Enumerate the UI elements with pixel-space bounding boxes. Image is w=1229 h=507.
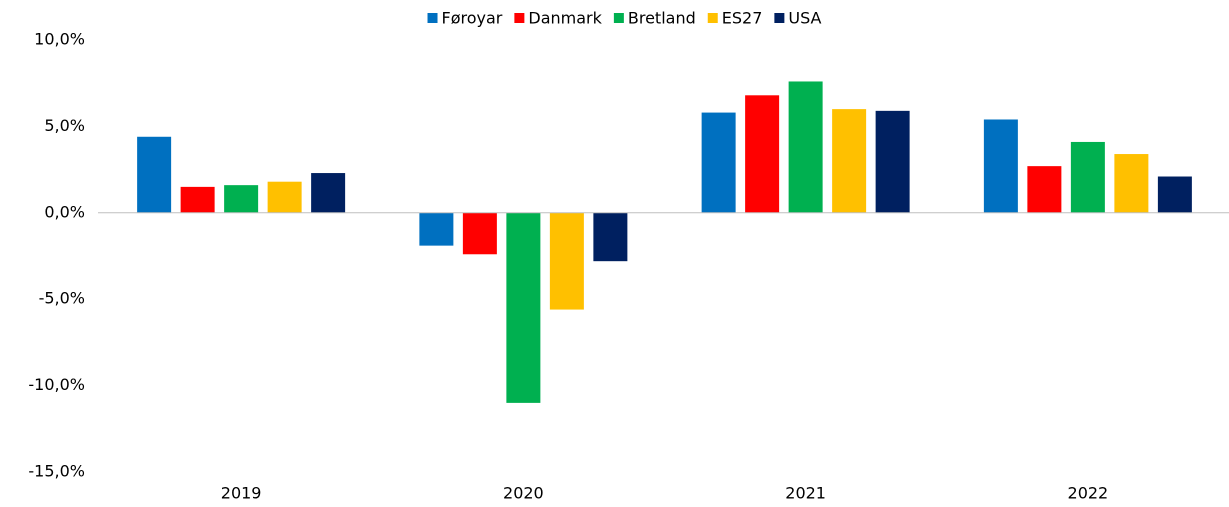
- x-tick-label: 2022: [1068, 484, 1109, 503]
- y-tick-label: -10,0%: [28, 375, 85, 394]
- bar: [832, 109, 867, 213]
- legend-label: USA: [788, 9, 821, 28]
- bar: [549, 212, 584, 310]
- bar: [267, 181, 302, 213]
- legend-swatch: [707, 13, 718, 23]
- y-tick-label: 5,0%: [44, 116, 85, 135]
- legend-swatch: [613, 13, 624, 23]
- legend-swatch: [514, 13, 525, 23]
- bar: [137, 136, 172, 213]
- bar: [311, 173, 346, 213]
- legend-swatch: [774, 13, 785, 23]
- legend-label: Danmark: [528, 9, 602, 28]
- bar: [701, 112, 736, 213]
- legend-label: Føroyar: [442, 9, 503, 28]
- legend-label: Bretland: [628, 9, 696, 28]
- bar: [788, 81, 823, 213]
- bar: [506, 212, 541, 403]
- x-tick-label: 2019: [221, 484, 262, 503]
- x-tick-label: 2020: [503, 484, 544, 503]
- legend-label: ES27: [722, 9, 763, 28]
- bar: [1114, 154, 1149, 213]
- y-tick-label: 10,0%: [34, 30, 85, 49]
- x-tick-label: 2021: [785, 484, 826, 503]
- bar: [875, 110, 910, 213]
- bar: [180, 186, 215, 213]
- bar: [593, 212, 628, 262]
- legend-swatch: [427, 13, 438, 23]
- y-tick-label: 0,0%: [44, 202, 85, 221]
- bar: [745, 95, 780, 213]
- bar: [1027, 166, 1062, 213]
- bar: [462, 212, 497, 255]
- y-tick-label: -15,0%: [28, 462, 85, 481]
- bar: [419, 212, 454, 246]
- bar: [1070, 141, 1105, 213]
- bar: [983, 119, 1018, 213]
- bar: [224, 185, 259, 213]
- bar: [1157, 176, 1192, 213]
- y-tick-label: -5,0%: [39, 289, 85, 308]
